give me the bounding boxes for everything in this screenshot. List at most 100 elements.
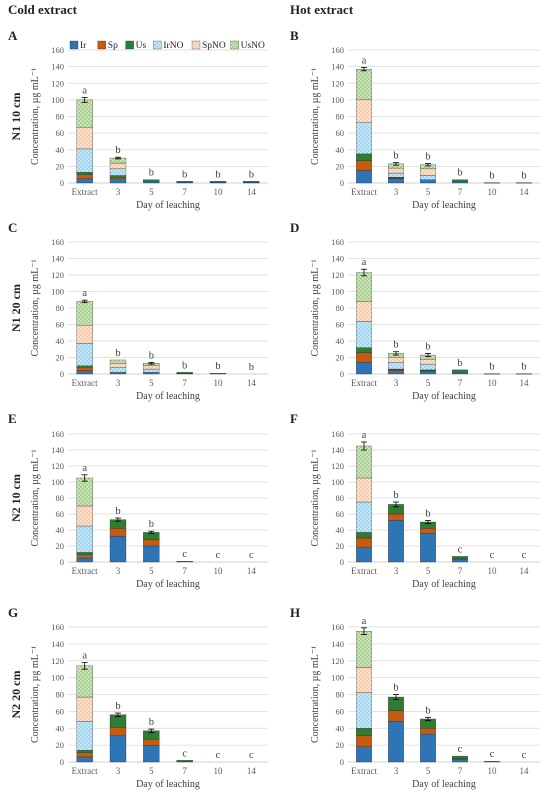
bar-segment-spno: [356, 99, 372, 123]
significance-letter: b: [457, 168, 462, 179]
significance-letter: b: [393, 340, 398, 351]
y-tick-label: 100: [331, 287, 344, 297]
legend-swatch-usno: [230, 40, 239, 50]
row-label: N1 20 cm: [9, 284, 23, 332]
bar-segment-us: [452, 369, 468, 373]
bar-segment-us: [356, 728, 372, 736]
bar-segment-spno: [356, 301, 372, 322]
bar-segment-us: [76, 552, 93, 555]
bar-segment-irno: [109, 168, 127, 176]
significance-letter: c: [490, 749, 495, 760]
y-tick-label: 120: [51, 270, 64, 280]
y-tick-label: 20: [56, 541, 65, 551]
significance-letter: c: [458, 744, 463, 755]
x-tick-label: Extract: [351, 566, 377, 576]
bar-segment-ir: [388, 370, 404, 375]
bar-segment-us: [243, 181, 260, 183]
row-label: N2 10 cm: [9, 474, 23, 522]
chart-panel-g: G 0 20 40 60 80 100 120 140 160 Concentration, µg …: [8, 605, 268, 790]
bar-segment-sp: [109, 177, 127, 179]
x-tick-label: 3: [394, 378, 399, 388]
y-tick-label: 0: [340, 369, 344, 379]
bar-segment-sp: [388, 710, 404, 722]
y-tick-label: 20: [56, 161, 65, 171]
significance-letter: b: [215, 361, 220, 372]
x-tick-label: 14: [520, 566, 530, 576]
significance-letter: b: [115, 506, 120, 517]
bar-segment-us: [176, 372, 193, 374]
bar-segment-irno: [109, 367, 127, 373]
legend-label-usno: UsNO: [241, 41, 265, 51]
significance-letter: b: [425, 508, 430, 519]
bar-segment-ir: [452, 181, 468, 184]
bar-segment-spno: [76, 696, 93, 722]
y-tick-label: 80: [56, 493, 65, 503]
y-tick-label: 120: [331, 656, 344, 666]
bar-segment-ir: [388, 721, 404, 763]
bar-segment-ir: [388, 178, 404, 184]
y-tick-label: 80: [336, 690, 345, 700]
bar-segment-ir: [452, 559, 468, 563]
chart-panel-d: D 0 20 40 60 80 100 120 140 160 Concentration, µg …: [290, 220, 540, 402]
y-tick-label: 80: [56, 112, 65, 122]
significance-letter: a: [82, 85, 87, 96]
col-title-cold: Cold extract: [8, 2, 77, 17]
x-tick-label: 14: [247, 378, 257, 388]
y-tick-label: 60: [56, 706, 65, 716]
panel-letter: A: [8, 28, 18, 43]
panel-letter: E: [8, 411, 17, 426]
legend-swatch-spno: [191, 40, 201, 50]
bar-segment-us: [452, 556, 468, 559]
y-tick-label: 40: [336, 336, 345, 346]
y-tick-label: 60: [336, 128, 345, 138]
significance-letter: b: [182, 169, 187, 180]
bar-segment-spno: [76, 127, 93, 150]
bar-segment-usno: [356, 272, 372, 302]
y-tick-label: 40: [56, 723, 65, 733]
x-tick-label: 10: [488, 766, 498, 776]
bar-segment-sp: [356, 537, 372, 548]
bar-segment-usno: [356, 445, 372, 479]
legend-swatch-ir: [69, 40, 79, 50]
bar-segment-ir: [76, 756, 93, 763]
bar-segment-ir: [516, 182, 532, 184]
x-tick-label: 14: [520, 378, 530, 388]
significance-letter: b: [215, 169, 220, 180]
bar-segment-sp: [109, 528, 127, 537]
x-tick-label: 5: [426, 566, 431, 576]
bar-segment-ir: [143, 545, 160, 563]
bar-segment-us: [176, 181, 193, 183]
x-tick-label: 5: [426, 766, 431, 776]
x-tick-label: 10: [214, 566, 224, 576]
significance-letter: b: [393, 151, 398, 162]
y-tick-label: 140: [51, 639, 64, 649]
x-axis-label: Day of leaching: [136, 200, 200, 211]
bar-segment-irno: [356, 501, 372, 533]
chart-panel-b: B 0 20 40 60 80 100 120 140 160 Concentration, µg …: [290, 28, 540, 211]
bar-segment-usno: [76, 301, 93, 326]
bar-segment-irno: [76, 148, 93, 173]
y-tick-label: 60: [336, 509, 345, 519]
bar-segment-us: [356, 153, 372, 161]
x-tick-label: 5: [149, 766, 154, 776]
y-tick-label: 140: [51, 445, 64, 455]
bar-segment-sp: [420, 728, 436, 735]
bar-segment-sp: [76, 174, 93, 179]
legend-swatch-sp: [97, 40, 106, 50]
bar-segment-ir: [388, 520, 404, 563]
significance-letter: b: [249, 362, 254, 373]
y-tick-label: 100: [51, 95, 64, 105]
bar-segment-ir: [484, 373, 500, 375]
significance-letter: b: [249, 169, 254, 180]
y-tick-label: 140: [331, 445, 344, 455]
bar-segment-irno: [356, 692, 372, 729]
y-tick-label: 60: [336, 706, 345, 716]
chart-panel-h: H 0 20 40 60 80 100 120 140 160 Concentration, µg …: [290, 605, 540, 790]
x-tick-label: 5: [149, 187, 154, 197]
y-tick-label: 120: [51, 656, 64, 666]
bar-segment-usno: [76, 665, 93, 698]
bar-segment-irno: [143, 368, 160, 373]
bar-segment-ir: [76, 557, 93, 563]
y-tick-label: 140: [331, 254, 344, 264]
